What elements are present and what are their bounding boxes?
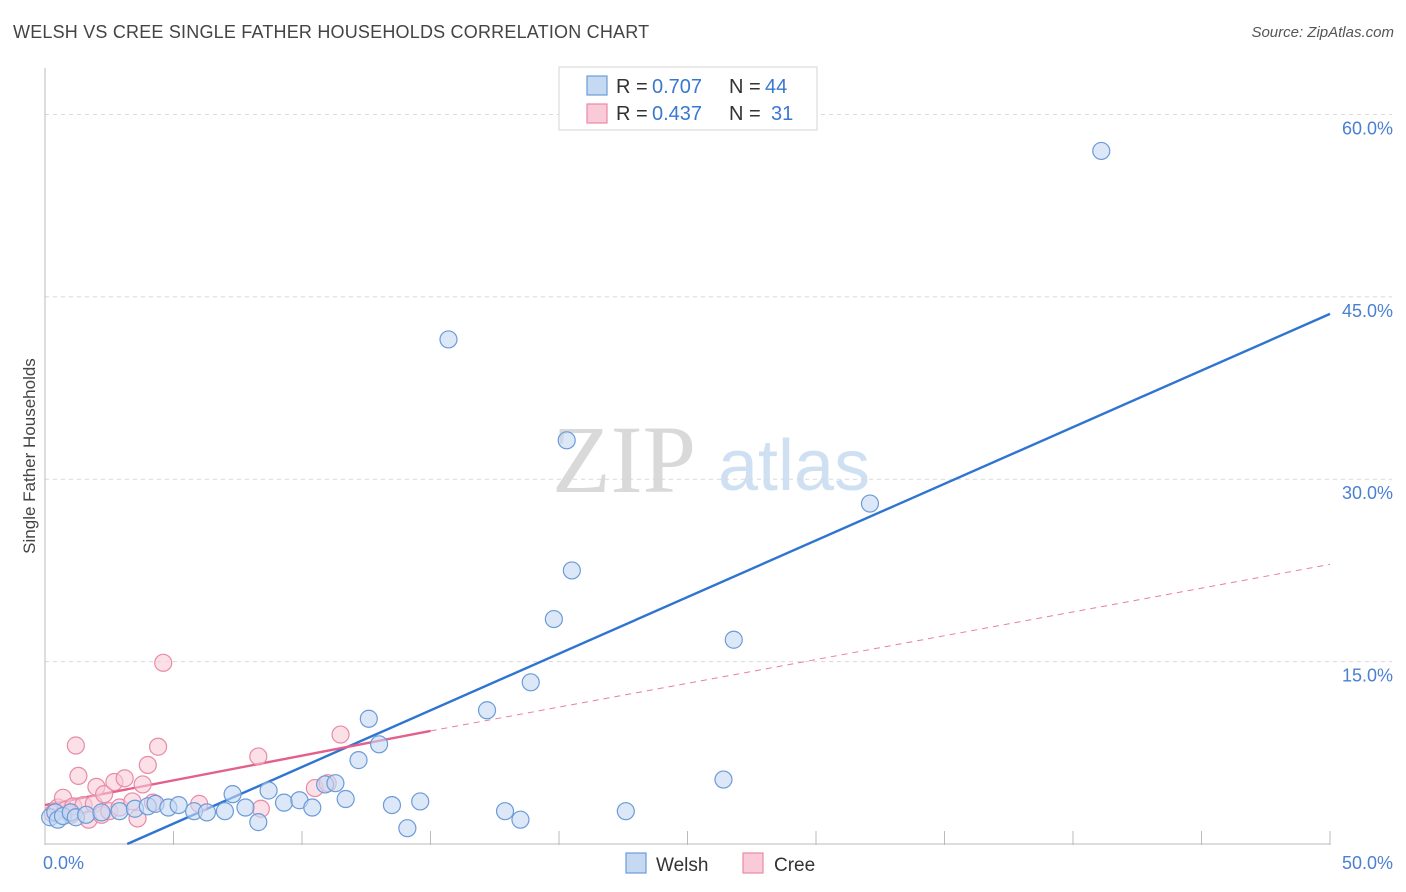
cree-point-21 [138,755,157,775]
axes [44,68,1331,845]
watermark-zip: ZIP [552,406,696,513]
cree-point-23 [148,737,168,756]
bottom-legend-swatch-welsh [625,852,647,874]
welsh-point-37 [521,673,540,692]
bottom-legend-swatch-cree [742,852,764,874]
welsh-point-20 [259,781,278,800]
source-label: Source: ZipAtlas.com [1251,24,1394,41]
welsh-point-44 [860,494,880,513]
legend-cree-r-value: 0.437 [652,103,702,125]
y-tick-label-3: 60.0% [1342,118,1393,138]
bottom-legend-cree: Cree [774,855,815,876]
legend-cree-n-label: N = [729,103,761,125]
welsh-point-21 [274,793,294,812]
welsh-point-34 [477,701,497,720]
welsh-point-27 [349,751,368,770]
y-tick-label-1: 30.0% [1342,483,1393,503]
legend-swatch-welsh [586,75,608,96]
cree-point-26 [249,747,268,766]
y-tick-label-0: 15.0% [1342,666,1393,686]
welsh-point-35 [495,802,515,821]
legend-top: R = 0.707 N = 44 R = 0.437 N = 31 [558,66,818,131]
welsh-point-30 [382,795,402,815]
welsh-point-36 [511,810,530,829]
x-tick-label-min: 0.0% [43,853,84,873]
welsh-trend-line [126,312,1331,846]
welsh-point-6 [77,805,96,824]
cree-point-30 [331,725,350,744]
welsh-point-42 [714,770,733,789]
x-tick-label-max: 50.0% [1342,853,1393,873]
welsh-point-8 [110,802,129,821]
welsh-point-17 [223,785,242,804]
legend-cree-n-value: 31 [771,103,793,125]
welsh-point-33 [439,330,458,349]
cree-trend-line-extension [430,563,1331,732]
welsh-point-13 [169,795,188,815]
y-tick-labels: 15.0% 30.0% 45.0% 60.0% [1342,118,1393,685]
cree-point-20 [133,775,152,794]
legend-welsh-n-value: 44 [765,76,787,98]
cree-point-13 [95,785,114,804]
trend-lines [44,312,1331,846]
welsh-point-31 [398,819,417,838]
welsh-point-38 [544,609,563,629]
welsh-point-45 [1092,141,1111,161]
welsh-point-39 [557,431,576,450]
welsh-point-40 [562,561,581,580]
legend-welsh-n-label: N = [729,76,761,98]
cree-point-7 [69,766,88,786]
bottom-legend-welsh: Welsh [656,855,708,876]
cree-point-6 [66,736,85,755]
y-axis-title: Single Father Households [20,358,39,554]
welsh-point-32 [411,792,430,811]
welsh-points [41,141,1111,838]
welsh-point-7 [92,803,111,822]
legend-bottom: Welsh Cree [625,852,815,876]
legend-cree-r-label: R = [616,103,648,125]
welsh-point-28 [359,709,378,728]
welsh-point-19 [249,813,268,832]
y-tick-label-2: 45.0% [1342,301,1393,321]
welsh-point-25 [326,774,345,793]
welsh-point-23 [303,798,322,817]
welsh-point-18 [236,798,255,817]
chart-title: WELSH VS CREE SINGLE FATHER HOUSEHOLDS C… [13,22,650,42]
welsh-point-29 [370,735,389,754]
legend-welsh-r-value: 0.707 [652,76,702,98]
grid-lines [45,113,1392,663]
welsh-point-41 [616,802,635,821]
legend-swatch-cree [586,103,608,124]
welsh-point-15 [197,803,217,822]
welsh-point-26 [336,789,355,809]
cree-point-17 [115,769,134,788]
legend-welsh-r-label: R = [616,76,648,98]
welsh-point-43 [724,630,743,649]
welsh-point-16 [215,802,234,821]
cree-point-24 [154,653,173,672]
watermark-atlas: atlas [718,426,870,506]
